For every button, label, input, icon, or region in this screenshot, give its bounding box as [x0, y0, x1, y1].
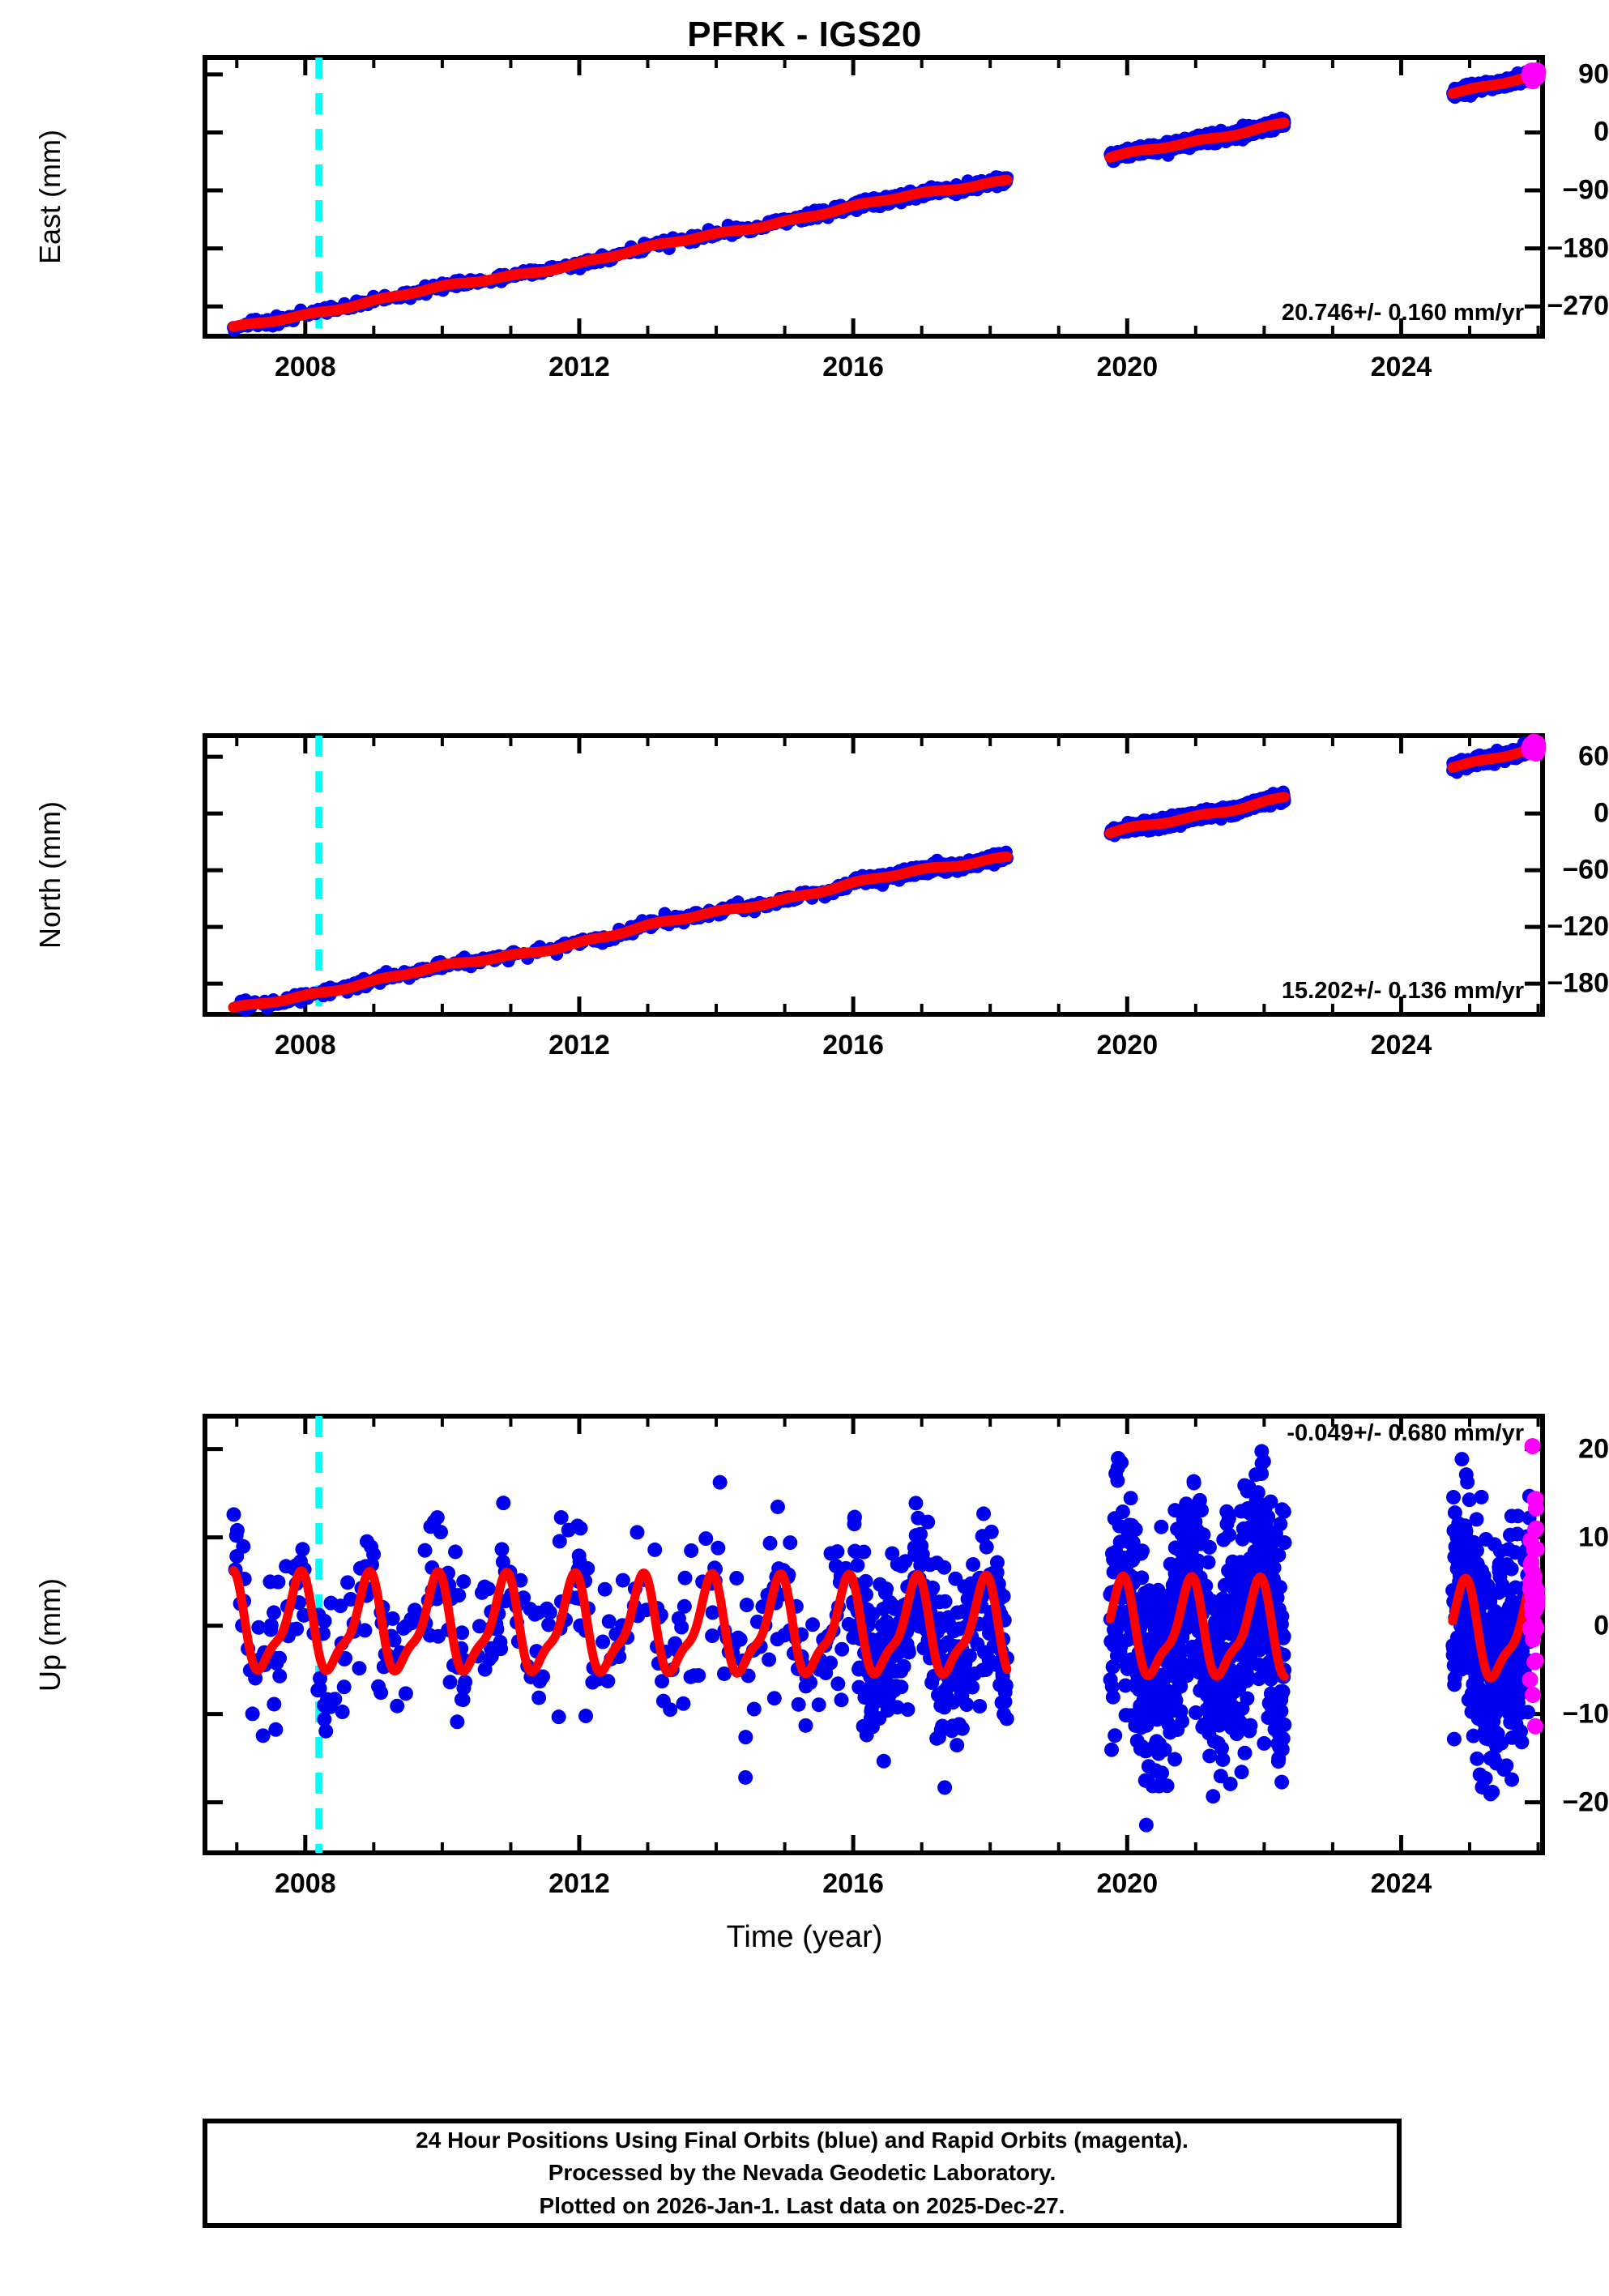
plot-canvas-east — [205, 58, 1547, 337]
y-axis-label-north: North (mm) — [33, 801, 66, 949]
model-fit-curve-north — [228, 741, 1543, 1013]
x-tick-label-up-3: 2020 — [1096, 1868, 1159, 1899]
x-tick-label-north-0: 2008 — [274, 1030, 336, 1061]
panel-north: 60 0 −60 −120 −180 North (mm) 2008 2012 2016 2020… — [0, 733, 1609, 1106]
data-points-rapid-orbits-up — [1522, 1438, 1546, 1735]
y-axis-label-east: East (mm) — [33, 130, 66, 264]
x-tick-label-east-4: 2024 — [1370, 352, 1432, 382]
x-tick-label-east-0: 2008 — [274, 352, 336, 382]
y-tick-label-east-3: −180 — [1547, 233, 1609, 264]
y-tick-label-up-3: −10 — [1562, 1698, 1609, 1730]
caption-box: 24 Hour Positions Using Final Orbits (bl… — [203, 2119, 1402, 2228]
panel-east: 90 0 −90 −180 −270 East (mm) 2008 2012 2016 2020 2… — [0, 55, 1609, 428]
y-tick-label-up-0: 20 — [1578, 1433, 1609, 1465]
y-tick-label-east-1: 0 — [1594, 116, 1609, 147]
y-axis-label-up: Up (mm) — [33, 1577, 66, 1692]
rate-annotation-north: 15.202+/- 0.136 mm/yr — [1281, 978, 1524, 1004]
x-tick-label-north-3: 2020 — [1096, 1030, 1159, 1061]
y-tick-label-north-3: −120 — [1547, 911, 1609, 942]
y-tick-label-east-0: 90 — [1578, 58, 1609, 90]
caption-line-1: 24 Hour Positions Using Final Orbits (bl… — [416, 2127, 1189, 2153]
x-tick-label-up-1: 2012 — [548, 1868, 610, 1899]
y-tick-label-east-2: −90 — [1562, 174, 1609, 206]
plot-canvas-up — [205, 1416, 1546, 1853]
y-tick-label-north-0: 60 — [1578, 740, 1609, 772]
caption-line-2: Processed by the Nevada Geodetic Laborat… — [548, 2160, 1056, 2186]
x-axis-title: Time (year) — [726, 1920, 883, 1954]
data-points-rapid-orbits-east — [1521, 62, 1547, 90]
plot-canvas-north — [205, 733, 1547, 1018]
model-fit-curve-east — [228, 68, 1543, 332]
x-tick-label-up-2: 2016 — [822, 1868, 884, 1899]
y-tick-label-up-4: −20 — [1562, 1786, 1609, 1818]
data-points-rapid-orbits-north — [1521, 733, 1547, 762]
y-tick-label-up-2: 0 — [1594, 1610, 1609, 1641]
x-tick-label-north-1: 2012 — [548, 1030, 610, 1061]
y-tick-label-east-4: −270 — [1547, 290, 1609, 322]
rate-annotation-east: 20.746+/- 0.160 mm/yr — [1281, 300, 1524, 326]
x-tick-label-up-4: 2024 — [1370, 1868, 1432, 1899]
x-tick-label-east-3: 2020 — [1096, 352, 1159, 382]
y-tick-label-north-2: −60 — [1562, 854, 1609, 886]
y-tick-label-up-1: 10 — [1578, 1521, 1609, 1553]
x-tick-label-east-2: 2016 — [822, 352, 884, 382]
y-tick-label-north-4: −180 — [1547, 967, 1609, 999]
x-tick-label-north-2: 2016 — [822, 1030, 884, 1061]
model-fit-curve-up — [228, 1566, 1542, 1683]
rate-annotation-up: -0.049+/- 0.680 mm/yr — [1287, 1420, 1524, 1446]
x-tick-label-east-1: 2012 — [548, 352, 610, 382]
panel-up: 20 10 0 −10 −20 Up (mm) 2008 2012 2016 2020 2024 -0… — [0, 1414, 1609, 1944]
y-tick-label-north-1: 0 — [1594, 797, 1609, 829]
x-tick-label-north-4: 2024 — [1370, 1030, 1432, 1061]
caption-line-3: Plotted on 2026-Jan-1. Last data on 2025… — [539, 2192, 1065, 2218]
x-tick-label-up-0: 2008 — [274, 1868, 336, 1899]
page-title: PFRK - IGS20 — [687, 15, 922, 54]
data-points-final-orbits-up — [226, 1444, 1538, 1833]
